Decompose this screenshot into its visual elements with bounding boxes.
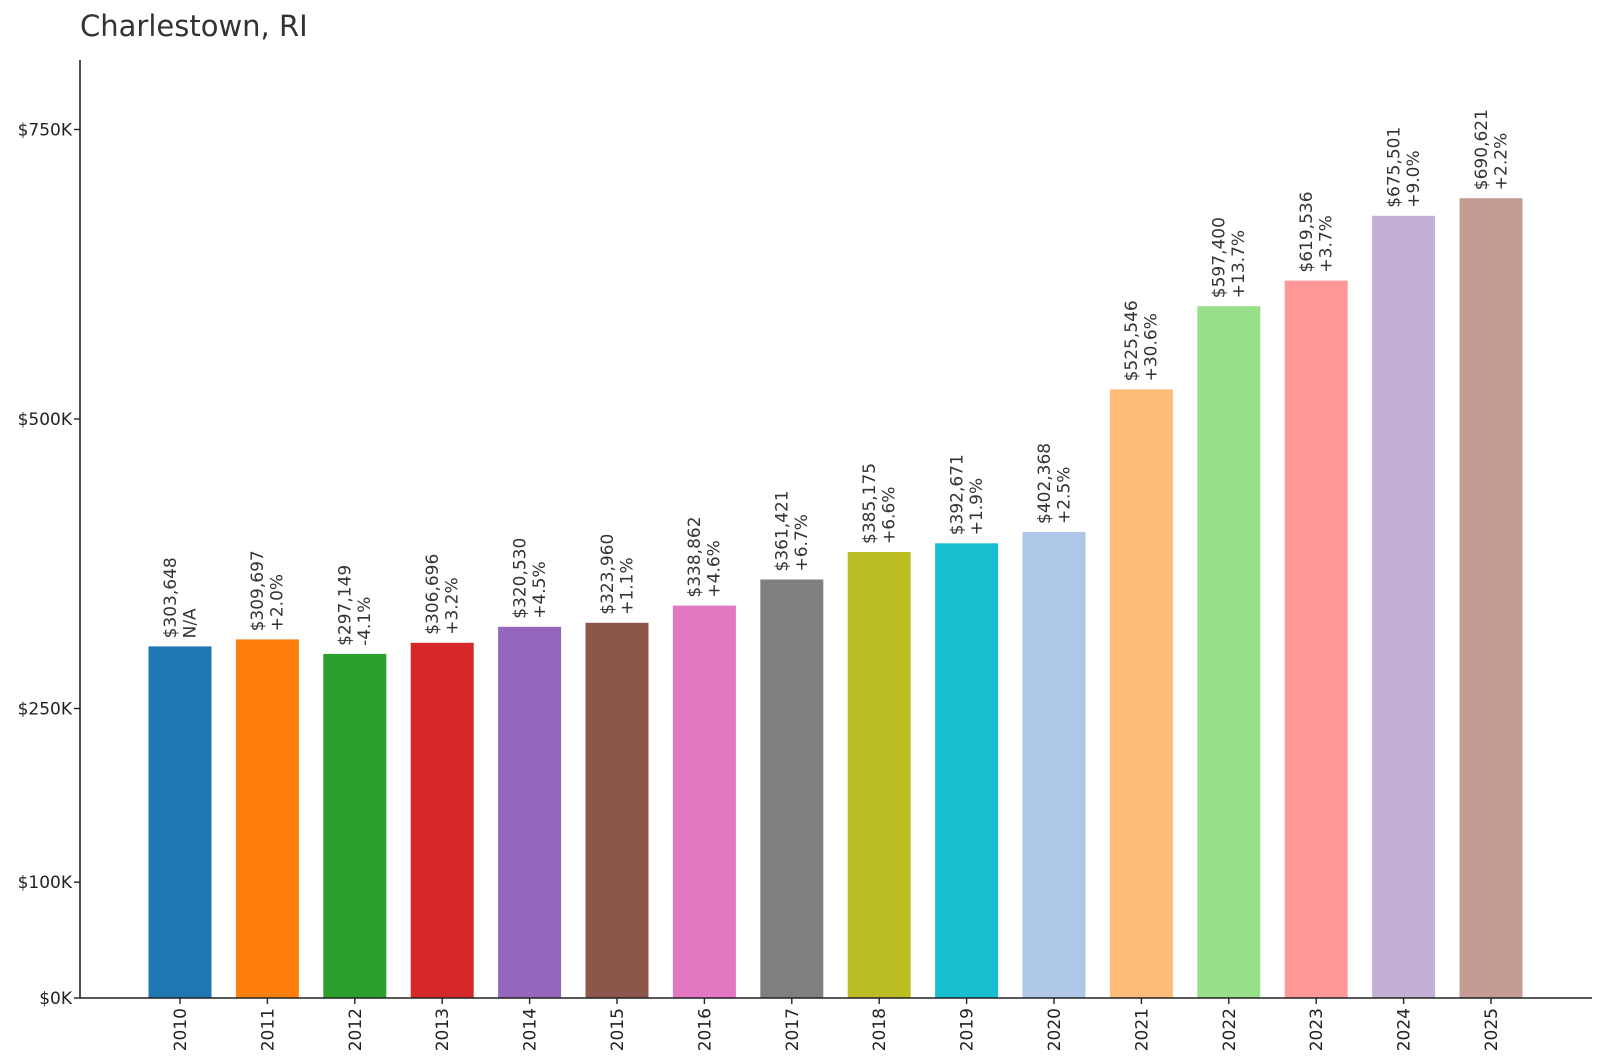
- bar-label-2013: $306,696+3.2%: [423, 554, 463, 635]
- bar-value-label: $309,697: [248, 550, 268, 631]
- bar-2018: [847, 552, 911, 998]
- bar-2021: [1109, 389, 1173, 998]
- y-tick-label: $100K: [18, 873, 73, 893]
- bar-2013: [410, 642, 474, 998]
- bar-value-label: $619,536: [1297, 191, 1317, 272]
- bar-label-2016: $338,862+4.6%: [685, 516, 725, 597]
- bar-change-label: +9.0%: [1404, 150, 1424, 207]
- bar-value-label: $323,960: [598, 534, 618, 615]
- bar-2019: [935, 543, 999, 998]
- bar-label-2011: $309,697+2.0%: [248, 550, 288, 631]
- bar-value-label: $690,621: [1472, 109, 1492, 190]
- bar-2024: [1372, 215, 1436, 999]
- bar-label-2022: $597,400+13.7%: [1210, 217, 1250, 298]
- y-tick-label: $0K: [39, 989, 73, 1009]
- bar-2017: [760, 579, 824, 998]
- bar-change-label: +30.6%: [1142, 313, 1162, 381]
- x-tick-label-2012: 2012: [346, 1008, 366, 1051]
- bar-label-2020: $402,368+2.5%: [1035, 443, 1075, 524]
- bar-value-label: $303,648: [161, 557, 181, 638]
- bar-labels-group: $303,648N/A $309,697+2.0% $297,149-4.1% $30…: [161, 109, 1512, 646]
- y-tick-label: $500K: [18, 410, 73, 430]
- x-tick-label-2022: 2022: [1220, 1008, 1240, 1051]
- x-tick-label-2018: 2018: [870, 1008, 890, 1051]
- bar-value-label: $385,175: [860, 463, 880, 544]
- bar-value-label: $320,530: [510, 538, 530, 619]
- bar-label-2017: $361,421+6.7%: [773, 490, 813, 571]
- x-tick-label-2013: 2013: [433, 1008, 453, 1051]
- bar-change-label: -4.1%: [355, 597, 375, 646]
- bars-group: [148, 198, 1523, 999]
- x-tick-label-2015: 2015: [608, 1008, 628, 1051]
- bar-value-label: $675,501: [1384, 127, 1404, 208]
- bar-value-label: $525,546: [1122, 300, 1142, 381]
- x-tick-label-2025: 2025: [1482, 1008, 1502, 1051]
- bar-2025: [1459, 198, 1523, 998]
- bar-2015: [585, 622, 649, 998]
- bar-change-label: +13.7%: [1229, 230, 1249, 298]
- x-tick-label-2014: 2014: [521, 1008, 541, 1051]
- bar-label-2015: $323,960+1.1%: [598, 534, 638, 615]
- bar-label-2018: $385,175+6.6%: [860, 463, 900, 544]
- bar-label-2024: $675,501+9.0%: [1384, 127, 1424, 208]
- bar-change-label: +6.6%: [880, 487, 900, 544]
- x-tick-label-2011: 2011: [258, 1008, 278, 1051]
- bar-label-2012: $297,149-4.1%: [336, 565, 376, 646]
- bar-value-label: $392,671: [947, 454, 967, 535]
- x-tick-label-2021: 2021: [1132, 1008, 1152, 1051]
- bar-value-label: $361,421: [773, 490, 793, 571]
- x-tick-label-2019: 2019: [958, 1008, 978, 1051]
- x-tick-label-2010: 2010: [171, 1008, 191, 1051]
- bar-change-label: +6.7%: [792, 514, 812, 571]
- bar-2010: [148, 646, 212, 998]
- bar-label-2010: $303,648N/A: [161, 557, 201, 638]
- bar-change-label: N/A: [180, 608, 200, 638]
- bar-change-label: +2.0%: [268, 574, 288, 631]
- x-tick-label-2016: 2016: [695, 1008, 715, 1051]
- chart-title: Charlestown, RI: [80, 9, 308, 43]
- bar-2023: [1284, 280, 1348, 999]
- bar-label-2019: $392,671+1.9%: [947, 454, 987, 535]
- bar-label-2014: $320,530+4.5%: [510, 538, 550, 619]
- bar-change-label: +2.5%: [1054, 467, 1074, 524]
- bar-change-label: +3.7%: [1317, 215, 1337, 272]
- bar-label-2025: $690,621+2.2%: [1472, 109, 1512, 190]
- bar-2012: [323, 653, 387, 998]
- bar-change-label: +3.2%: [443, 577, 463, 634]
- x-tick-label-2020: 2020: [1045, 1008, 1065, 1051]
- x-tick-label-2017: 2017: [783, 1008, 803, 1051]
- bar-change-label: +2.2%: [1491, 133, 1511, 190]
- bar-value-label: $338,862: [685, 516, 705, 597]
- y-tick-label: $750K: [18, 121, 73, 141]
- bar-change-label: +4.6%: [705, 540, 725, 597]
- bar-change-label: +1.1%: [617, 557, 637, 614]
- y-tick-label: $250K: [18, 700, 73, 720]
- x-tick-label-2024: 2024: [1395, 1008, 1415, 1051]
- bar-change-label: +1.9%: [967, 478, 987, 535]
- bar-label-2023: $619,536+3.7%: [1297, 191, 1337, 272]
- y-axis: $0K $100K $250K $500K $750K: [18, 60, 81, 1009]
- bar-value-label: $306,696: [423, 554, 443, 635]
- bar-2011: [235, 639, 299, 998]
- x-axis: 2010 2011 2012 2013 2014 2015 2016 2017 2018 2019…: [80, 997, 1592, 1051]
- bar-change-label: +4.5%: [530, 561, 550, 618]
- bar-2022: [1197, 306, 1261, 998]
- bar-value-label: $402,368: [1035, 443, 1055, 524]
- x-tick-label-2023: 2023: [1307, 1008, 1327, 1051]
- bar-value-label: $597,400: [1210, 217, 1230, 298]
- bar-2020: [1022, 532, 1086, 998]
- bar-2016: [672, 605, 736, 998]
- bar-2014: [498, 626, 562, 998]
- bar-value-label: $297,149: [336, 565, 356, 646]
- bar-label-2021: $525,546+30.6%: [1122, 300, 1162, 381]
